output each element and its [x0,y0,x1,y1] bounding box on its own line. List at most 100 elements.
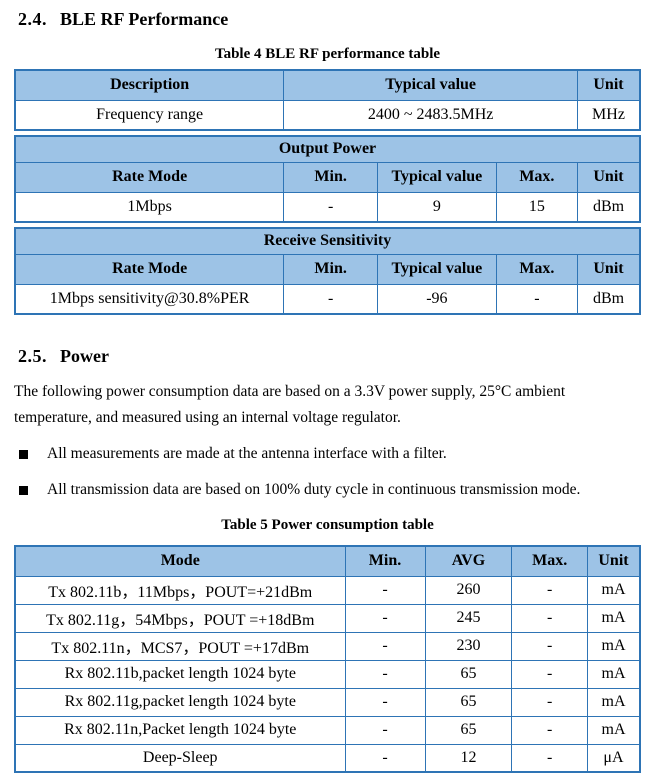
header-cell: Unit [577,161,641,193]
data-cell: - [344,575,426,605]
header-cell: Typical value [377,161,497,193]
data-cell: mA [587,687,641,717]
bullet-text: All transmission data are based on 100% … [47,481,581,498]
header-cell: Unit [577,69,641,101]
data-cell: Tx 802.11g，54Mbps，POUT =+18dBm [14,603,346,633]
data-cell: Deep-Sleep [14,743,346,773]
data-cell: Tx 802.11n，MCS7，POUT =+17dBm [14,631,346,661]
table-row: Rx 802.11g,packet length 1024 byte - 65 … [14,687,641,717]
table4-output-power: Output Power Rate Mode Min. Typical valu… [14,135,641,223]
data-cell: 9 [377,191,497,223]
header-cell: Typical value [283,69,578,101]
data-cell: μA [587,743,641,773]
data-cell: - [511,743,588,773]
header-cell: Description [14,69,285,101]
data-cell: - [344,715,426,745]
table-row: Tx 802.11b，11Mbps，POUT=+21dBm - 260 - mA [14,575,641,605]
section-title: BLE RF Performance [60,9,229,29]
data-cell: 260 [424,575,513,605]
data-cell: mA [587,603,641,633]
table-row: Frequency range 2400 ~ 2483.5MHz MHz [14,99,641,131]
table-header-row: Rate Mode Min. Typical value Max. Unit [14,253,641,285]
data-cell: - [511,631,588,661]
data-cell: - [283,191,378,223]
bullet-list: All measurements are made at the antenna… [14,444,641,500]
data-cell: 15 [495,191,579,223]
header-cell: Rate Mode [14,253,285,285]
table-row: Tx 802.11g，54Mbps，POUT =+18dBm - 245 - m… [14,603,641,633]
data-cell: mA [587,659,641,689]
header-cell: Max. [511,545,588,577]
table4-caption: Table 4 BLE RF performance table [214,46,441,62]
data-cell: dBm [577,283,641,315]
header-cell: Rate Mode [14,161,285,193]
list-item: All transmission data are based on 100% … [14,480,641,500]
header-cell: Unit [587,545,641,577]
data-cell: 65 [424,687,513,717]
data-cell: - [511,659,588,689]
table5-caption: Table 5 Power consumption table [221,517,434,533]
data-cell: 1Mbps [14,191,285,223]
section-number: 2.4. [18,9,47,29]
section-number: 2.5. [18,346,47,366]
section-heading-power: 2.5. Power [18,345,641,367]
band-cell: Output Power [14,135,641,163]
data-cell: mA [587,631,641,661]
table-row: Deep-Sleep - 12 - μA [14,743,641,773]
data-cell: - [511,687,588,717]
table5-power-consumption: Mode Min. AVG Max. Unit Tx 802.11b，11Mbp… [14,545,641,773]
data-cell: 230 [424,631,513,661]
header-cell: Min. [344,545,426,577]
data-cell: dBm [577,191,641,223]
bullet-square-icon [19,486,28,495]
table4-general: Description Typical value Unit Frequency… [14,69,641,131]
table-row: Rx 802.11n,Packet length 1024 byte - 65 … [14,715,641,745]
data-cell: Rx 802.11g,packet length 1024 byte [14,687,346,717]
data-cell: - [344,631,426,661]
data-cell: - [511,715,588,745]
table-header-row: Mode Min. AVG Max. Unit [14,545,641,577]
section-title: Power [60,346,109,366]
header-cell: Min. [283,253,378,285]
table4-receive-sensitivity: Receive Sensitivity Rate Mode Min. Typic… [14,227,641,315]
table-row: 1Mbps - 9 15 dBm [14,191,641,223]
header-cell: Min. [283,161,378,193]
band-cell: Receive Sensitivity [14,227,641,255]
header-cell: Typical value [377,253,497,285]
data-cell: 245 [424,603,513,633]
table-row: Tx 802.11n，MCS7，POUT =+17dBm - 230 - mA [14,631,641,661]
table-band-row: Output Power [14,135,641,163]
bullet-text: All measurements are made at the antenna… [47,445,447,462]
section-heading-ble-rf: 2.4. BLE RF Performance [18,8,641,30]
data-cell: 1Mbps sensitivity@30.8%PER [14,283,285,315]
data-cell: Rx 802.11n,Packet length 1024 byte [14,715,346,745]
header-cell: AVG [424,545,513,577]
table-band-row: Receive Sensitivity [14,227,641,255]
data-cell: - [344,743,426,773]
data-cell: -96 [377,283,497,315]
data-cell: 65 [424,715,513,745]
data-cell: MHz [577,99,641,131]
data-cell: - [344,603,426,633]
table-header-row: Rate Mode Min. Typical value Max. Unit [14,161,641,193]
table-header-row: Description Typical value Unit [14,69,641,101]
data-cell: 2400 ~ 2483.5MHz [283,99,578,131]
data-cell: 12 [424,743,513,773]
header-cell: Unit [577,253,641,285]
data-cell: mA [587,715,641,745]
bullet-square-icon [19,450,28,459]
data-cell: - [283,283,378,315]
data-cell: mA [587,575,641,605]
header-cell: Mode [14,545,346,577]
table-row: 1Mbps sensitivity@30.8%PER - -96 - dBm [14,283,641,315]
data-cell: - [344,687,426,717]
data-cell: - [511,575,588,605]
data-cell: Frequency range [14,99,285,131]
data-cell: Tx 802.11b，11Mbps，POUT=+21dBm [14,575,346,605]
header-cell: Max. [495,253,579,285]
table-row: Rx 802.11b,packet length 1024 byte - 65 … [14,659,641,689]
header-cell: Max. [495,161,579,193]
data-cell: 65 [424,659,513,689]
data-cell: - [495,283,579,315]
